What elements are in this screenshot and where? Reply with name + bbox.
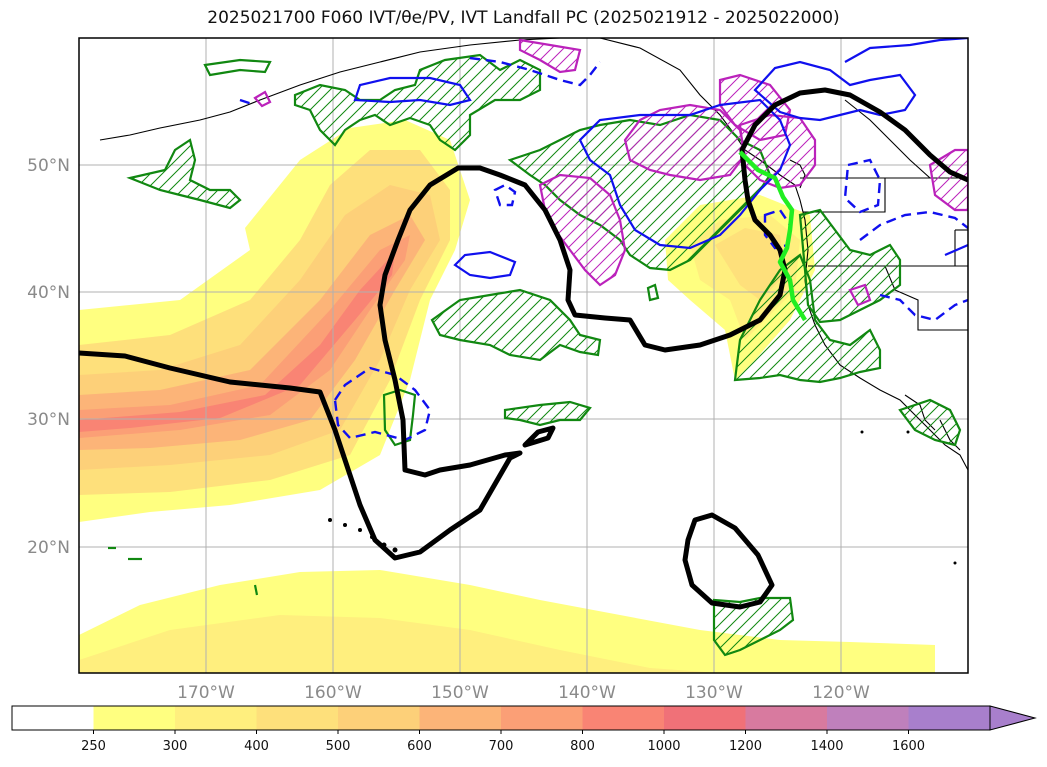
colorbar-tick-label: 400: [244, 739, 269, 754]
blue-contours-solid: [353, 38, 968, 280]
lon-label-130w: 130°W: [685, 683, 743, 703]
colorbar-tick-label: 700: [489, 739, 514, 754]
colorbar-segment: [256, 706, 339, 730]
lat-label-40: 40°N: [27, 283, 70, 303]
colorbar-segment: [908, 706, 991, 730]
lon-label-140w: 140°W: [558, 683, 616, 703]
lon-label-150w: 150°W: [431, 683, 489, 703]
lat-label-20: 20°N: [27, 538, 70, 558]
colorbar-segment: [175, 706, 258, 730]
lon-label-120w: 120°W: [812, 683, 870, 703]
colorbar-segment: [12, 706, 95, 730]
map-title: 2025021700 F060 IVT/θe/PV, IVT Landfall …: [207, 8, 840, 28]
colorbar-tick-label: 500: [326, 739, 351, 754]
lat-labels: 20°N 30°N 40°N 50°N: [27, 156, 70, 558]
pv-magenta-contours: [253, 38, 968, 307]
ivt-landfall-line: [738, 150, 807, 322]
lat-label-50: 50°N: [27, 156, 70, 176]
colorbar-tick-label: 1400: [810, 739, 843, 754]
colorbar-segment: [338, 706, 421, 730]
colorbar-tick-label: 1000: [647, 739, 680, 754]
theta-e-contours: [79, 87, 968, 610]
colorbar-tick-label: 800: [570, 739, 595, 754]
colorbar-segment: [419, 706, 502, 730]
map-frame: [78, 37, 969, 674]
colorbar-segment: [827, 706, 910, 730]
colorbar-segment: [93, 706, 176, 730]
colorbar-tick-label: 1600: [892, 739, 925, 754]
lon-labels: 170°W 160°W 150°W 140°W 130°W 120°W: [177, 683, 870, 703]
colorbar-tick-label: 300: [163, 739, 188, 754]
colorbar-segment: [664, 706, 747, 730]
colorbar: 250 300 400 500 600 700 800 1000 1200 1400 1600: [11, 705, 1037, 754]
colorbar-tick-label: 1200: [729, 739, 762, 754]
map-panel: [79, 38, 968, 673]
colorbar-tick-label: 250: [81, 739, 106, 754]
colorbar-extend-arrow: [989, 705, 1037, 731]
lat-label-30: 30°N: [27, 410, 70, 430]
colorbar-segment: [745, 706, 828, 730]
colorbar-segment: [501, 706, 584, 730]
lon-label-160w: 160°W: [304, 683, 362, 703]
colorbar-tick-label: 600: [407, 739, 432, 754]
colorbar-segment: [582, 706, 665, 730]
lon-label-170w: 170°W: [177, 683, 235, 703]
